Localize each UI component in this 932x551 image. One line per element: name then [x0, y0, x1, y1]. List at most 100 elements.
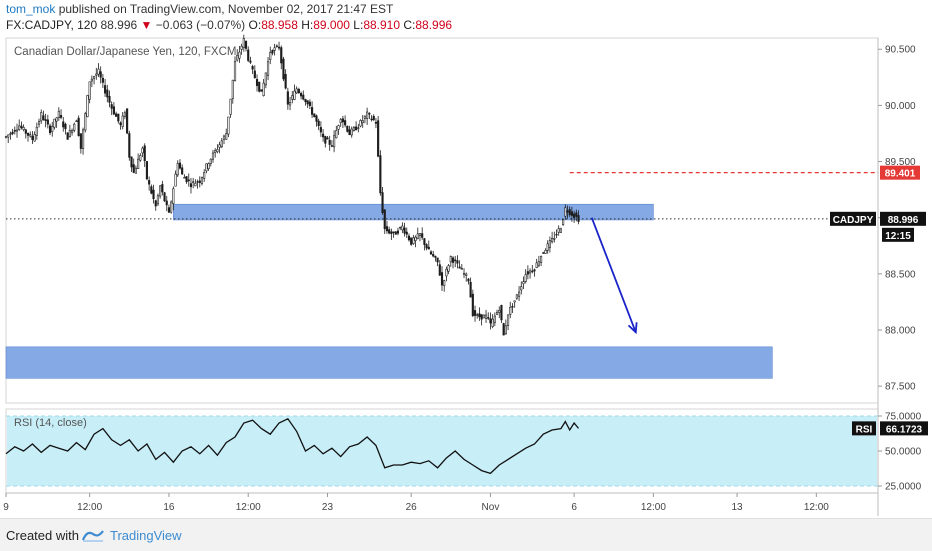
change-down-icon: ▼	[140, 18, 153, 32]
candle-body	[559, 228, 562, 233]
author-link[interactable]: tom_mok	[6, 2, 56, 16]
candle-body	[529, 270, 532, 274]
candle-body	[326, 137, 329, 140]
candle-body	[548, 240, 551, 248]
symbol-tag-bg	[830, 211, 876, 226]
time-tick-label: 12:00	[641, 502, 666, 513]
price-tick-label: 88.500	[885, 269, 916, 280]
candle-body	[218, 144, 221, 148]
candle-body	[145, 161, 148, 180]
candle-body	[251, 66, 254, 70]
candle-body	[156, 195, 160, 205]
candle-body	[513, 300, 516, 303]
candle-body	[348, 129, 351, 136]
time-tick-label: 13	[732, 502, 744, 513]
candle-body	[57, 110, 60, 119]
candle-body	[462, 273, 466, 275]
current-price-tag: 88.996	[888, 215, 919, 226]
candle-body	[315, 115, 318, 122]
candle-body	[313, 113, 316, 118]
candle-body	[465, 273, 468, 276]
candle-body	[562, 219, 565, 225]
candle-body	[544, 250, 547, 254]
time-tick-label: 12:00	[804, 502, 829, 513]
candle-body	[159, 185, 162, 197]
candle-body	[150, 186, 153, 194]
candle-body	[506, 314, 510, 326]
candle-body	[414, 236, 417, 241]
candle-body	[90, 78, 93, 82]
candle-body	[438, 264, 441, 276]
candle-body	[262, 82, 265, 96]
candle-body	[297, 89, 300, 94]
candle-body	[141, 147, 144, 154]
candle-body	[62, 121, 65, 128]
candle-body	[456, 260, 459, 264]
candle-body	[526, 271, 529, 275]
time-tick-label: 12:00	[236, 502, 261, 513]
candle-body	[11, 131, 14, 134]
candle-body	[244, 40, 248, 49]
tradingview-brand-link[interactable]: TradingView	[110, 528, 182, 543]
candle-body	[143, 145, 146, 162]
candle-body	[273, 47, 276, 51]
candle-body	[324, 136, 327, 144]
candle-body	[401, 225, 404, 231]
candle-body	[106, 89, 109, 98]
candle-body	[473, 310, 477, 316]
candle-body	[328, 139, 331, 145]
time-tick-label: Nov	[482, 502, 500, 513]
candle-body	[277, 46, 281, 49]
candle-body	[445, 268, 448, 277]
candle-body	[533, 269, 536, 272]
rsi-title: RSI (14, close)	[14, 417, 87, 429]
candle-body	[104, 85, 107, 94]
candle-body	[531, 270, 534, 273]
candle-body	[564, 207, 567, 217]
candle-body	[178, 162, 182, 169]
candle-body	[423, 238, 426, 245]
support-zone	[5, 346, 773, 379]
candle-body	[333, 135, 336, 148]
chart-canvas[interactable]: 90.500 90.000 89.500 89.000 88.500 88.000 87.5…	[0, 0, 932, 518]
time-tick-label: 26	[406, 502, 418, 513]
candle-body	[181, 167, 184, 175]
candle-body	[108, 96, 111, 103]
target-price-tag-bg	[880, 165, 920, 180]
candle-body	[240, 46, 243, 50]
candle-body	[381, 192, 384, 214]
rsi-value-tag: 66.1723	[886, 424, 923, 435]
candle-body	[152, 189, 155, 200]
candle-body	[537, 261, 540, 266]
candle-body	[500, 304, 503, 321]
candle-body	[357, 127, 360, 129]
candle-body	[370, 118, 373, 121]
candle-body	[73, 123, 76, 131]
candle-body	[176, 163, 179, 176]
candle-body	[570, 211, 573, 216]
candle-body	[566, 210, 569, 213]
candle-body	[322, 133, 325, 138]
candle-body	[390, 231, 393, 234]
candle-body	[130, 156, 133, 168]
candle-body	[214, 150, 217, 153]
close-value: 88.996	[415, 18, 453, 32]
candle-body	[207, 163, 210, 169]
candle-body	[84, 113, 87, 131]
candle-body	[311, 107, 314, 115]
candle-body	[172, 188, 175, 204]
candle-body	[9, 133, 12, 135]
candle-body	[238, 51, 241, 59]
candle-body	[372, 115, 375, 121]
candle-body	[394, 231, 397, 235]
countdown-tag: 12:15	[885, 231, 911, 242]
candle-body	[291, 95, 294, 100]
candle-body	[203, 172, 206, 179]
time-tick-label: 9	[3, 502, 9, 513]
candle-body	[317, 120, 320, 127]
candle-body	[7, 134, 10, 138]
price-change: −0.063 (−0.07%)	[155, 18, 246, 32]
projection-arrowhead-icon	[627, 322, 638, 335]
candle-body	[489, 318, 492, 324]
candle-body	[434, 255, 437, 258]
